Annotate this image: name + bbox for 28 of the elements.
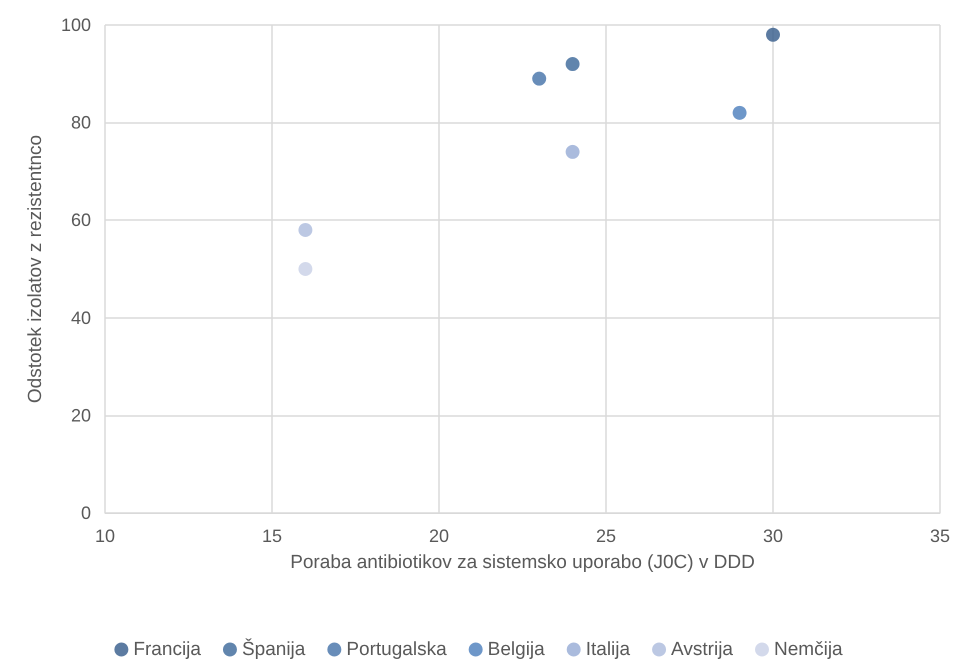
y-tick-label: 100 — [60, 15, 91, 35]
point — [766, 28, 780, 42]
legend-label: Belgija — [488, 639, 546, 660]
legend-label: Nemčija — [774, 639, 844, 660]
point — [566, 144, 580, 159]
x-tick-label: 10 — [94, 526, 116, 546]
x-axis-title: Poraba antibiotikov za sistemsko uporabo (J0C) v DDD — [290, 552, 755, 573]
y-tick-label: 60 — [70, 210, 91, 230]
x-tick-label: 30 — [762, 526, 784, 546]
y-axis-title: Odstotek izolatov z rezistentnco — [25, 134, 46, 404]
y-tick-label: 40 — [70, 308, 91, 328]
point — [566, 57, 580, 72]
point — [298, 222, 312, 237]
legend-label: Španija — [242, 638, 306, 660]
y-tick-label: 20 — [70, 405, 91, 426]
y-tick-label: 80 — [70, 112, 91, 133]
legend-label: Italija — [586, 639, 630, 660]
x-tick-label: 25 — [596, 526, 616, 546]
legend-label: Portugalska — [346, 639, 448, 660]
y-tick-label: 0 — [80, 503, 91, 523]
x-tick-label: 15 — [262, 526, 282, 546]
point — [532, 72, 546, 86]
x-tick-label: 20 — [428, 526, 450, 546]
legend-label: Avstrija — [671, 639, 734, 660]
x-tick-label: 35 — [930, 526, 950, 546]
point — [298, 262, 312, 276]
legend-label: Francija — [133, 639, 202, 660]
point — [732, 106, 747, 120]
